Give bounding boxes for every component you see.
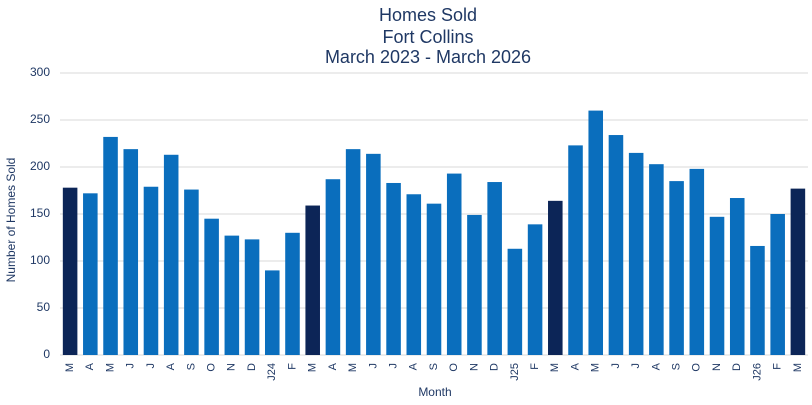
x-tick-label: D: [731, 363, 743, 371]
x-tick-label: O: [206, 363, 218, 372]
x-tick-label: N: [226, 363, 238, 371]
chart-title: Homes Sold: [379, 5, 477, 25]
x-tick-label: J26: [751, 363, 763, 381]
x-tick-label: D: [489, 363, 501, 371]
x-tick-label: M: [347, 363, 359, 372]
y-tick-label: 100: [30, 253, 50, 267]
bar: [224, 235, 240, 355]
x-tick-label: O: [691, 363, 703, 372]
bar: [406, 194, 422, 355]
bar: [83, 193, 98, 355]
x-tick-label: A: [327, 362, 339, 370]
x-tick-label: J: [125, 363, 137, 369]
x-tick-label: M: [64, 363, 76, 372]
bar: [345, 149, 361, 355]
x-tick-label: J: [610, 363, 622, 369]
x-tick-label: D: [246, 363, 258, 371]
x-tick-label: A: [84, 362, 96, 370]
x-tick-label: A: [650, 362, 662, 370]
x-tick-label: M: [590, 363, 602, 372]
x-tick-label: J: [367, 363, 379, 369]
x-tick-label: F: [529, 363, 541, 370]
x-tick-label: M: [549, 363, 561, 372]
bar: [184, 189, 199, 355]
bar: [608, 135, 624, 355]
x-tick-label: J24: [266, 363, 278, 381]
bar: [123, 149, 139, 355]
chart-title: March 2023 - March 2026: [325, 47, 531, 67]
x-tick-label: J: [630, 363, 642, 369]
bar: [386, 182, 401, 355]
x-tick-label: J: [387, 363, 399, 369]
bar: [548, 200, 563, 355]
x-tick-label: F: [286, 363, 298, 370]
bar: [467, 214, 482, 355]
bar: [446, 173, 462, 355]
bar: [568, 145, 583, 355]
bar: [487, 182, 502, 355]
y-tick-label: 300: [30, 65, 50, 79]
y-tick-label: 50: [37, 300, 51, 314]
x-tick-label: M: [792, 363, 804, 372]
x-tick-label: M: [307, 363, 319, 372]
x-tick-label: A: [165, 362, 177, 370]
bar: [709, 216, 725, 355]
bar: [770, 214, 785, 355]
y-tick-label: 200: [30, 159, 50, 173]
bar: [103, 136, 118, 355]
y-tick-label: 150: [30, 206, 50, 220]
x-tick-label: S: [185, 363, 197, 370]
x-tick-label: M: [104, 363, 116, 372]
x-tick-label: S: [671, 363, 683, 370]
bar: [143, 186, 159, 355]
bar: [669, 181, 684, 355]
bar: [729, 198, 745, 355]
bar: [163, 154, 179, 355]
bar: [325, 179, 341, 355]
bar: [750, 245, 765, 355]
bar: [244, 239, 260, 355]
y-axis-title: Number of Homes Sold: [4, 158, 18, 283]
bar: [689, 168, 705, 355]
bar: [527, 224, 543, 355]
x-tick-label: A: [569, 362, 581, 370]
bar: [628, 152, 644, 355]
bar: [62, 187, 78, 355]
y-tick-label: 250: [30, 112, 50, 126]
bar: [426, 203, 442, 355]
x-tick-label: J25: [509, 363, 521, 381]
bar: [588, 110, 604, 355]
x-tick-label: N: [711, 363, 723, 371]
x-axis-title: Month: [418, 385, 451, 399]
bar: [264, 270, 280, 355]
bar: [305, 205, 320, 355]
bar: [790, 188, 806, 355]
bar: [285, 232, 300, 355]
bar: [507, 248, 523, 355]
chart-title: Fort Collins: [382, 27, 473, 47]
bar: [204, 218, 219, 355]
bar: [366, 153, 381, 355]
x-tick-label: N: [468, 363, 480, 371]
x-tick-label: J: [145, 363, 157, 369]
x-tick-label: O: [448, 363, 460, 372]
x-tick-label: F: [772, 363, 784, 370]
bar: [649, 164, 664, 355]
x-tick-label: A: [408, 362, 420, 370]
x-tick-label: S: [428, 363, 440, 370]
y-tick-label: 0: [43, 347, 50, 361]
